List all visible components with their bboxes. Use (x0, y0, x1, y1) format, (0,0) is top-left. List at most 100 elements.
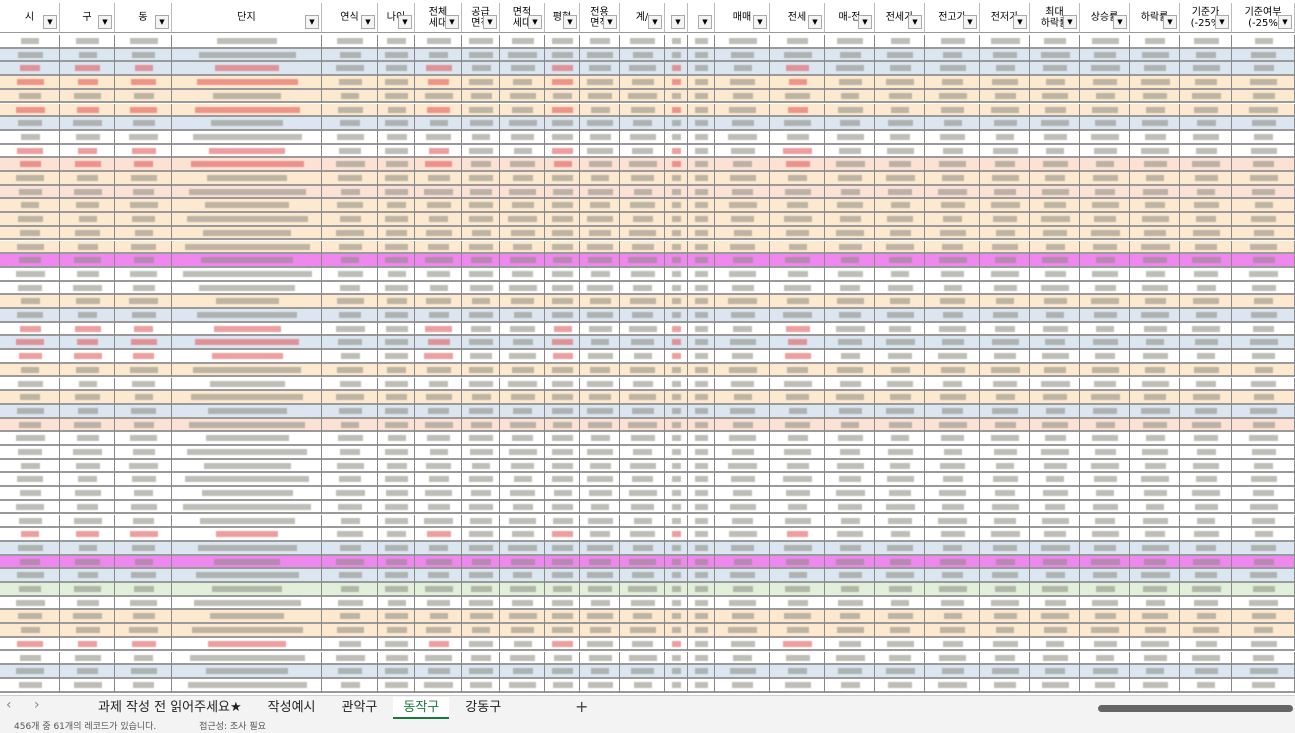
cell-border (687, 665, 688, 679)
cell-border (687, 541, 688, 556)
cell-content (728, 531, 757, 538)
filter-button[interactable]: ▼ (603, 15, 617, 29)
cell-border (579, 144, 580, 159)
filter-button[interactable]: ▼ (483, 15, 497, 29)
add-sheet[interactable]: + (575, 697, 589, 716)
cell-border (1179, 665, 1180, 679)
filter-button[interactable]: ▼ (698, 15, 712, 29)
sheet-tab[interactable]: 작성예시 (267, 700, 316, 715)
filter-button[interactable]: ▼ (563, 15, 577, 29)
cell-border (979, 322, 980, 337)
filter-button[interactable]: ▼ (671, 15, 685, 29)
cell-border (579, 514, 580, 529)
cell-content (1193, 133, 1219, 140)
cell-border (824, 514, 825, 529)
cell-border (1231, 487, 1232, 501)
cell-content (1044, 599, 1066, 606)
cell-content (996, 298, 1014, 305)
column-header: 전저가 ▼ (980, 3, 1030, 33)
cell-border (171, 363, 172, 378)
cell-border (979, 35, 980, 49)
filter-button[interactable]: ▼ (753, 15, 767, 29)
prev-sheet[interactable]: ‹ (6, 697, 12, 713)
filter-button[interactable]: ▼ (963, 15, 977, 29)
filter-button[interactable]: ▼ (908, 15, 922, 29)
filter-button[interactable]: ▼ (1013, 15, 1027, 29)
cell-border (769, 281, 770, 296)
filter-button[interactable]: ▼ (398, 15, 412, 29)
cell-border (1079, 309, 1080, 323)
cell-content (695, 449, 708, 455)
filter-button[interactable]: ▼ (648, 15, 662, 29)
cell-content (197, 312, 297, 318)
cell-content (199, 284, 295, 291)
cell-content (672, 65, 681, 72)
cell-content (129, 38, 158, 44)
filter-button[interactable]: ▼ (155, 15, 169, 29)
cell-content (695, 312, 708, 318)
cell-border (377, 596, 378, 611)
cell-border (59, 473, 60, 488)
sheet-tab[interactable]: 동작구 (393, 697, 450, 719)
cell-border (171, 377, 172, 392)
filter-button[interactable]: ▼ (305, 15, 319, 29)
filter-button[interactable]: ▼ (1215, 15, 1229, 29)
cell-content (215, 298, 279, 305)
filter-button[interactable]: ▼ (1278, 15, 1292, 29)
cell-border (321, 678, 322, 693)
filter-button[interactable]: ▼ (528, 15, 542, 29)
cell-border (499, 624, 500, 638)
filter-button[interactable]: ▼ (1163, 15, 1177, 29)
cell-content (19, 421, 41, 428)
filter-button[interactable]: ▼ (98, 15, 112, 29)
cell-border (414, 117, 415, 131)
cell-border (664, 624, 665, 638)
filter-button[interactable]: ▼ (858, 15, 872, 29)
cell-content (1045, 407, 1065, 414)
cell-content (783, 216, 812, 223)
sheet-tab[interactable]: 관악구 (341, 700, 378, 715)
cell-border (171, 213, 172, 227)
cell-border (924, 473, 925, 488)
cell-border (664, 583, 665, 597)
filter-button[interactable]: ▼ (1113, 15, 1127, 29)
cell-content (995, 490, 1015, 497)
cell-border (664, 363, 665, 378)
cell-border (114, 404, 115, 419)
cell-content (1042, 257, 1068, 264)
row (0, 350, 1295, 364)
filter-button[interactable]: ▼ (361, 15, 375, 29)
cell-border (664, 404, 665, 419)
cell-border (874, 569, 875, 583)
cell-border (769, 624, 770, 638)
filter-button[interactable]: ▼ (1063, 15, 1077, 29)
cell-content (695, 133, 708, 140)
cell-content (695, 531, 708, 538)
sheet-tab[interactable]: 강동구 (465, 700, 502, 715)
filter-button[interactable]: ▼ (445, 15, 459, 29)
cell-content (1250, 79, 1277, 86)
cell-border (874, 651, 875, 666)
cell-border (619, 199, 620, 214)
next-sheet[interactable]: › (34, 697, 40, 713)
sheet-tab[interactable]: 과제 작성 전 읽어주세요★ (98, 700, 242, 715)
cell-content (134, 65, 153, 72)
cell-border (59, 651, 60, 666)
cell-border (979, 651, 980, 666)
cell-content (730, 243, 755, 250)
scrollbar[interactable] (1098, 705, 1293, 712)
cell-border (1129, 637, 1130, 652)
cell-border (114, 528, 115, 542)
cell-border (1231, 596, 1232, 611)
cell-content (591, 503, 609, 510)
cell-content (469, 38, 493, 44)
cell-border (59, 432, 60, 446)
cell-border (1029, 473, 1030, 488)
filter-button[interactable]: ▼ (43, 15, 57, 29)
cell-border (769, 240, 770, 255)
filter-button[interactable]: ▼ (808, 15, 822, 29)
cell-content (888, 421, 912, 428)
cell-border (979, 541, 980, 556)
column-header: 하락률 ▼ (1130, 3, 1180, 33)
cell-content (943, 120, 962, 127)
